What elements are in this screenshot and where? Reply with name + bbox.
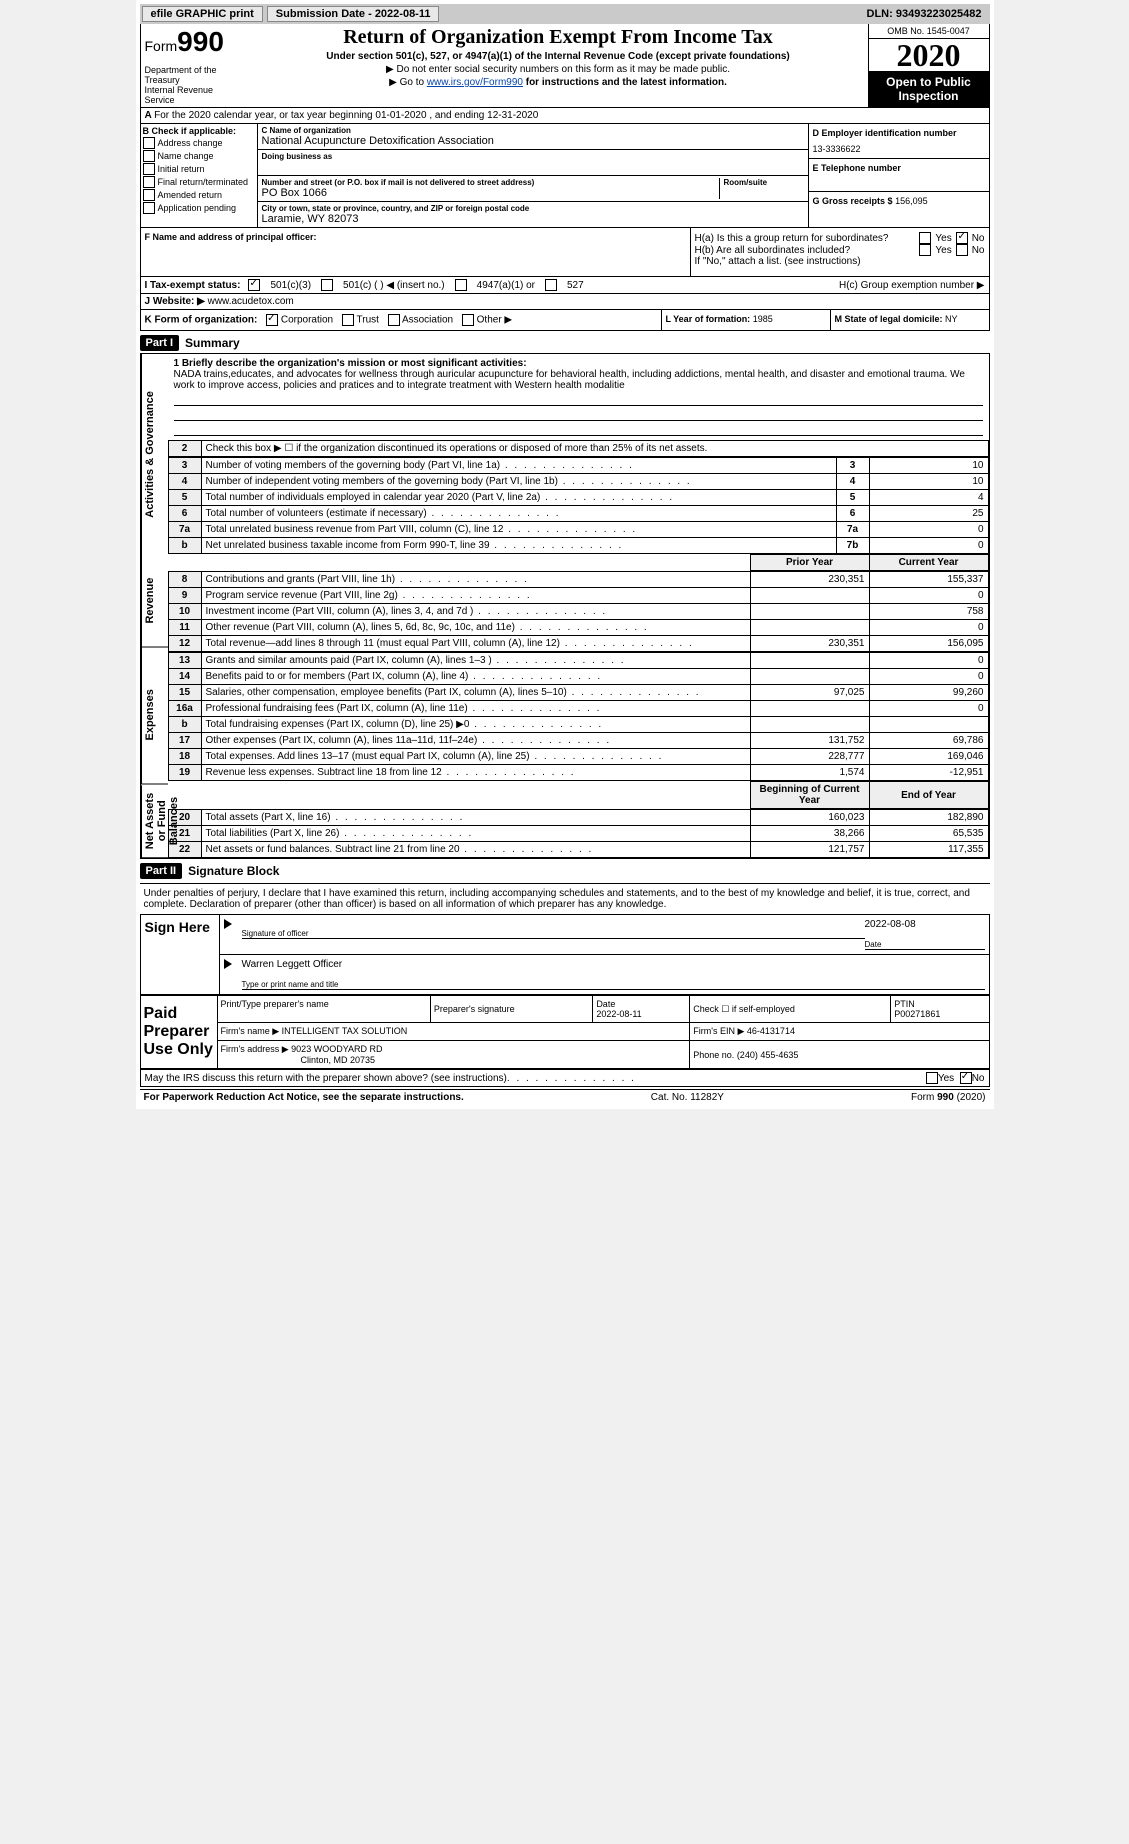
page-footer: For Paperwork Reduction Act Notice, see … (140, 1089, 990, 1105)
triangle-icon (224, 959, 232, 969)
assoc-checkbox[interactable] (388, 314, 400, 326)
initial-return-checkbox[interactable] (143, 163, 155, 175)
efile-print-button[interactable]: efile GRAPHIC print (142, 6, 263, 22)
kl-row: K Form of organization: Corporation Trus… (140, 310, 990, 331)
table-row: 9Program service revenue (Part VIII, lin… (168, 588, 988, 604)
section-deg: D Employer identification number 13-3336… (808, 124, 989, 227)
table-row: 10Investment income (Part VIII, column (… (168, 604, 988, 620)
website-value: www.acudetox.com (208, 296, 294, 307)
website-row: J Website: ▶ www.acudetox.com (140, 294, 990, 310)
summary-block: Activities & Governance Revenue Expenses… (140, 353, 990, 859)
form-990-page: efile GRAPHIC print Submission Date - 20… (136, 0, 994, 1109)
section-b: B Check if applicable: Address change Na… (141, 124, 258, 227)
form-header: Form990 Department of the Treasury Inter… (140, 24, 990, 108)
table-row: 15Salaries, other compensation, employee… (168, 685, 988, 701)
irs-link[interactable]: www.irs.gov/Form990 (427, 77, 523, 88)
preparer-table: Paid Preparer Use Only Print/Type prepar… (140, 995, 990, 1069)
ha-yes-checkbox[interactable] (919, 232, 931, 244)
goto-note: ▶ Go to www.irs.gov/Form990 for instruct… (255, 77, 862, 88)
discuss-yes-checkbox[interactable] (926, 1072, 938, 1084)
table-row: 14Benefits paid to or for members (Part … (168, 669, 988, 685)
table-row: 12Total revenue—add lines 8 through 11 (… (168, 636, 988, 652)
officer-name: Warren Leggett Officer (242, 959, 985, 970)
tax-year: 2020 (869, 39, 989, 71)
trust-checkbox[interactable] (342, 314, 354, 326)
top-bar: efile GRAPHIC print Submission Date - 20… (140, 4, 990, 24)
side-net: Net Assets or Fund Balances (141, 785, 168, 858)
discuss-no-checkbox[interactable] (960, 1072, 972, 1084)
org-info-row: B Check if applicable: Address change Na… (140, 124, 990, 228)
table-row: 17Other expenses (Part IX, column (A), l… (168, 733, 988, 749)
ssn-note: ▶ Do not enter social security numbers o… (255, 64, 862, 75)
mission-text: NADA trains,educates, and advocates for … (174, 369, 983, 391)
side-activities: Activities & Governance (141, 354, 168, 555)
gross-receipts: 156,095 (895, 196, 928, 206)
part2-header: Part II Signature Block (140, 863, 990, 879)
corp-checkbox[interactable] (266, 314, 278, 326)
ha-no-checkbox[interactable] (956, 232, 968, 244)
4947-checkbox[interactable] (455, 279, 467, 291)
period-row: A For the 2020 calendar year, or tax yea… (140, 108, 990, 124)
org-address: PO Box 1066 (262, 187, 719, 199)
application-pending-checkbox[interactable] (143, 202, 155, 214)
final-return-checkbox[interactable] (143, 176, 155, 188)
name-change-checkbox[interactable] (143, 150, 155, 162)
triangle-icon (224, 919, 232, 929)
other-checkbox[interactable] (462, 314, 474, 326)
side-revenue: Revenue (141, 555, 168, 648)
table-row: 8Contributions and grants (Part VIII, li… (168, 572, 988, 588)
table-row: 19Revenue less expenses. Subtract line 1… (168, 765, 988, 781)
table-row: bTotal fundraising expenses (Part IX, co… (168, 717, 988, 733)
mission-block: 1 Briefly describe the organization's mi… (168, 354, 989, 440)
summary-table-top: 2Check this box ▶ ☐ if the organization … (168, 440, 989, 457)
part1-header: Part I Summary (140, 335, 990, 351)
501c3-checkbox[interactable] (248, 279, 260, 291)
table-row: 13Grants and similar amounts paid (Part … (168, 653, 988, 669)
ein-value: 13-3336622 (813, 144, 985, 154)
form-subtitle: Under section 501(c), 527, or 4947(a)(1)… (255, 51, 862, 62)
table-row: 16aProfessional fundraising fees (Part I… (168, 701, 988, 717)
form-number: Form990 (145, 26, 245, 58)
table-row: 11Other revenue (Part VIII, column (A), … (168, 620, 988, 636)
side-expenses: Expenses (141, 647, 168, 785)
hb-no-checkbox[interactable] (956, 244, 968, 256)
dln-label: DLN: 93493223025482 (867, 8, 988, 20)
table-row: 20Total assets (Part X, line 16)160,0231… (168, 810, 988, 826)
fh-row: F Name and address of principal officer:… (140, 228, 990, 277)
dept-label: Department of the Treasury Internal Reve… (145, 65, 245, 105)
address-change-checkbox[interactable] (143, 137, 155, 149)
527-checkbox[interactable] (545, 279, 557, 291)
hb-yes-checkbox[interactable] (919, 244, 931, 256)
table-row: 18Total expenses. Add lines 13–17 (must … (168, 749, 988, 765)
section-c: C Name of organization National Acupunct… (258, 124, 808, 227)
table-row: 21Total liabilities (Part X, line 26)38,… (168, 826, 988, 842)
signature-table: Sign Here Signature of officer 2022-08-0… (140, 914, 990, 995)
amended-return-checkbox[interactable] (143, 189, 155, 201)
501c-checkbox[interactable] (321, 279, 333, 291)
open-inspection: Open to Public Inspection (869, 71, 989, 107)
org-city: Laramie, WY 82073 (262, 213, 804, 225)
table-row: 22Net assets or fund balances. Subtract … (168, 842, 988, 858)
form-title: Return of Organization Exempt From Incom… (255, 26, 862, 49)
tax-exempt-row: I Tax-exempt status: 501(c)(3) 501(c) ( … (140, 277, 990, 294)
submission-date-label: Submission Date - 2022-08-11 (267, 6, 440, 22)
org-name: National Acupuncture Detoxification Asso… (262, 135, 804, 147)
declaration-text: Under penalties of perjury, I declare th… (140, 883, 990, 914)
